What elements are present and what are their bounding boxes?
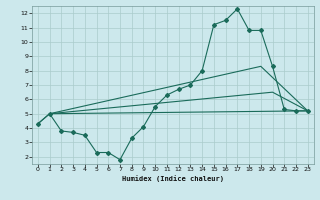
X-axis label: Humidex (Indice chaleur): Humidex (Indice chaleur) <box>122 175 224 182</box>
